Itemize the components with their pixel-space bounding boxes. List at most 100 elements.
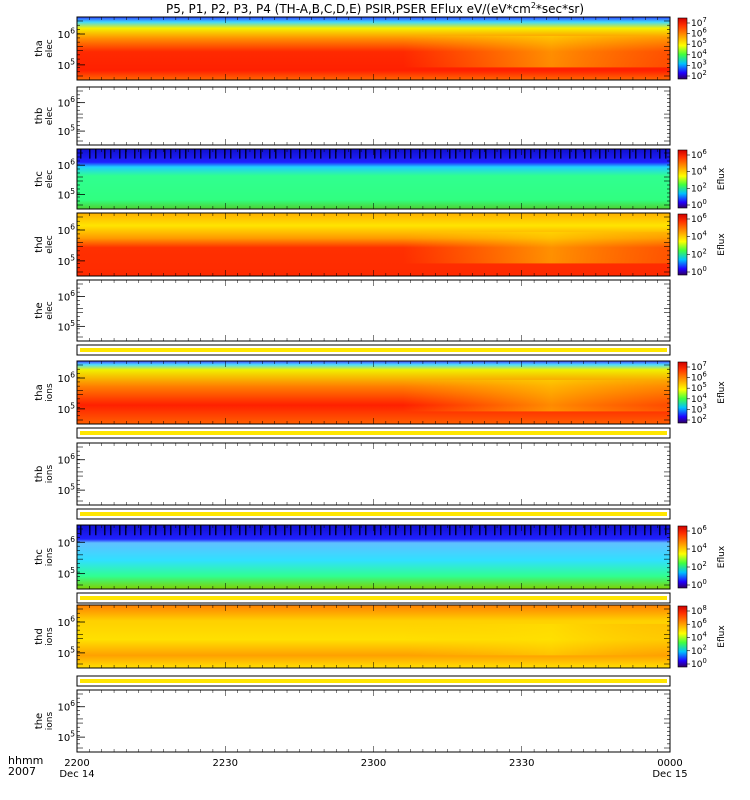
colorbar-tick-label: 104: [691, 48, 707, 61]
colorbar-tick-label: 106: [691, 27, 707, 40]
colorbar-tick-label: 106: [691, 212, 707, 225]
title-tail: *sec*sr): [535, 2, 585, 16]
colorbar-tick-label: 105: [691, 381, 707, 394]
panel-the-elec: 106 105 the elec: [34, 279, 671, 342]
panel-thb-elec: 106 105 thb elec: [34, 86, 671, 146]
y-tick-label: 106: [57, 95, 75, 110]
y-tick-label: 105: [57, 645, 75, 660]
y-tick-label: 105: [57, 483, 75, 498]
colorbar-tick-label: 100: [691, 657, 707, 670]
panel-thd-elec: 106 104 102 100 Eflux 106 105 thd elec: [34, 212, 727, 278]
colorbar-tick-label: 106: [691, 524, 707, 537]
probe-label: tha: [34, 384, 45, 400]
x-tick-date: Dec 14: [59, 769, 94, 780]
colorbar-tick-label: 104: [691, 165, 707, 178]
spectrogram-overlay: [77, 379, 670, 412]
colorbar-thc-ions: [677, 525, 688, 589]
y-tick-label: 105: [57, 124, 75, 139]
y-tick-label: 106: [57, 371, 75, 386]
colorbar-tick-label: 104: [691, 630, 707, 643]
colorbar-tick-label: 106: [691, 371, 707, 384]
y-tick-label: 105: [57, 187, 75, 202]
yellow-bar: [80, 431, 667, 435]
spectrogram-overlay: [77, 623, 670, 656]
colorbar-tick-label: 102: [691, 560, 707, 573]
species-label: elec: [45, 235, 55, 254]
x-tick-label: 0000: [657, 758, 682, 769]
y-tick-label: 106: [57, 27, 75, 42]
yellow-bar: [80, 596, 667, 600]
y-tick-label: 105: [57, 253, 75, 268]
colorbar-tick-label: 105: [691, 37, 707, 50]
panel-frame: [76, 689, 671, 753]
species-label: elec: [45, 39, 55, 58]
probe-label: thb: [34, 108, 45, 125]
colorbar-tick-label: 107: [691, 16, 707, 29]
colorbar-tick-label: 102: [691, 413, 707, 426]
colorbar-tick-label: 102: [691, 69, 707, 82]
x-tick-date: Dec 15: [652, 769, 687, 780]
colorbar-tick-label: 106: [691, 617, 707, 630]
panel-frame: [76, 279, 671, 342]
probe-label: the: [34, 713, 45, 729]
colorbar-tick-label: 100: [691, 578, 707, 591]
colorbar-tick-label: 100: [691, 265, 707, 278]
panel-the-ions: 106 105 the ions: [34, 689, 671, 753]
x-tick-label: 2330: [509, 758, 534, 769]
chart-title: P5, P1, P2, P3, P4 (TH-A,B,C,D,E) PSIR,P…: [0, 1, 750, 16]
spectrogram-overlay: [77, 35, 670, 68]
colorbar-tick-label: 104: [691, 392, 707, 405]
probe-label: thc: [34, 549, 45, 565]
colorbar-title: Eflux: [717, 545, 727, 568]
spectrogram-overlay: [77, 231, 670, 264]
y-tick-label: 105: [57, 401, 75, 416]
panel-thc-ions: 106 104 102 100 Eflux 106 105 thc ions: [34, 524, 727, 591]
y-tick-label: 106: [57, 699, 75, 714]
footer-year: 2007: [8, 765, 36, 778]
probe-label: thb: [34, 466, 45, 483]
species-label: ions: [45, 383, 55, 402]
panel-frame: [76, 442, 671, 506]
colorbar-title: Eflux: [717, 625, 727, 648]
x-tick-label: 2230: [213, 758, 238, 769]
colorbar-tick-label: 104: [691, 542, 707, 555]
panel-frame: [76, 86, 671, 146]
species-label: ions: [45, 547, 55, 566]
yellow-bar: [80, 348, 667, 352]
panel-thb-ions: 106 105 thb ions: [34, 442, 671, 506]
colorbar-thd-ions: [677, 605, 688, 668]
y-tick-label: 106: [57, 535, 75, 550]
colorbar-title: Eflux: [717, 233, 727, 256]
y-tick-label: 106: [57, 289, 75, 304]
noise-band: [80, 149, 667, 159]
x-tick-label: 2300: [361, 758, 386, 769]
yellow-bar: [80, 679, 667, 683]
species-label: elec: [45, 301, 55, 320]
colorbar-tick-label: 102: [691, 644, 707, 657]
y-tick-label: 106: [57, 223, 75, 238]
panel-thc-elec: 106 104 102 100 Eflux 106 105 thc elec: [34, 148, 727, 211]
species-label: elec: [45, 107, 55, 126]
footer-hhmm: hhmm: [8, 754, 44, 767]
probe-label: the: [34, 302, 45, 318]
colorbar-title: Eflux: [717, 167, 727, 190]
noise-band: [80, 525, 667, 536]
colorbar-tick-label: 106: [691, 148, 707, 161]
colorbar-tick-label: 107: [691, 360, 707, 373]
y-tick-label: 105: [57, 566, 75, 581]
spectrogram-thc-elec: [77, 149, 670, 209]
colorbar-thd-elec: [677, 213, 688, 276]
species-label: elec: [45, 170, 55, 189]
y-tick-label: 106: [57, 158, 75, 173]
title-superscript: 2: [530, 1, 536, 10]
y-tick-label: 106: [57, 452, 75, 467]
colorbar-thc-elec: [677, 149, 688, 209]
y-tick-label: 105: [57, 57, 75, 72]
species-label: ions: [45, 464, 55, 483]
yellow-bar: [80, 512, 667, 516]
colorbar-tick-label: 100: [691, 198, 707, 211]
